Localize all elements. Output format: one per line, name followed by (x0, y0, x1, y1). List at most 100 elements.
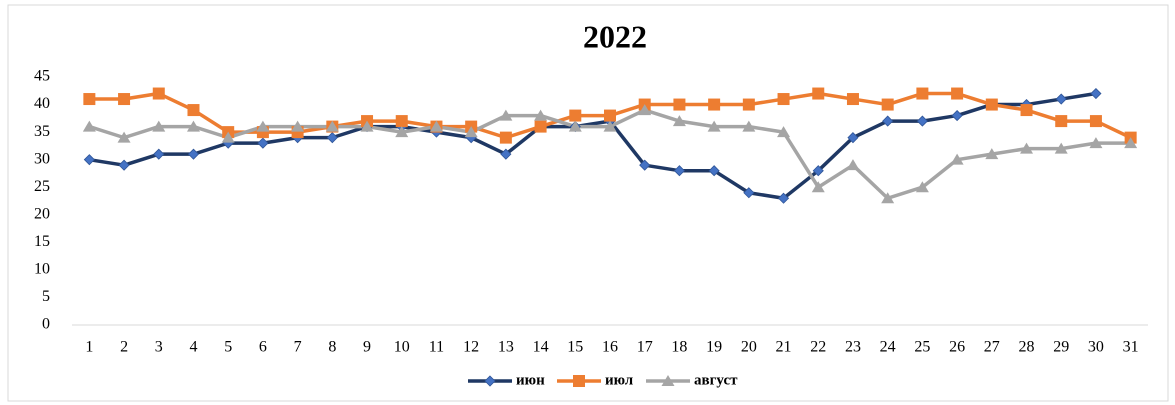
x-tick-label: 21 (776, 339, 792, 356)
x-tick-label: 27 (984, 339, 1000, 356)
marker (672, 115, 686, 127)
marker (812, 87, 825, 100)
x-tick-label: 12 (463, 339, 479, 356)
x-tick-label: 19 (706, 339, 722, 356)
marker (83, 154, 95, 166)
marker (152, 87, 165, 100)
marker (186, 120, 200, 132)
marker (777, 192, 790, 204)
marker (1055, 115, 1068, 128)
y-tick-label: 0 (42, 316, 50, 333)
marker (534, 120, 547, 133)
marker (429, 120, 443, 132)
marker (153, 148, 165, 160)
marker (742, 120, 756, 132)
legend-label: июн (516, 372, 545, 388)
marker (326, 132, 338, 144)
x-tick-label: 20 (741, 339, 757, 356)
marker (916, 115, 928, 127)
marker (395, 115, 408, 128)
x-tick-label: 6 (259, 339, 267, 356)
marker (499, 109, 513, 121)
marker (742, 98, 755, 111)
marker (117, 131, 131, 143)
marker (573, 375, 585, 387)
x-tick-label: 31 (1123, 339, 1139, 356)
marker (187, 148, 200, 160)
y-tick-label: 25 (34, 178, 50, 195)
marker (83, 93, 96, 106)
marker (291, 120, 305, 132)
x-tick-label: 18 (671, 339, 687, 356)
y-tick-label: 15 (34, 233, 50, 250)
chart-border (7, 4, 1169, 402)
x-tick-label: 24 (880, 339, 896, 356)
marker (1054, 142, 1068, 154)
y-tick-label: 5 (42, 288, 50, 305)
marker (1089, 115, 1102, 128)
marker (569, 109, 582, 122)
marker (951, 110, 963, 122)
marker (708, 165, 720, 177)
marker (534, 109, 548, 121)
marker (638, 104, 652, 116)
marker (916, 87, 929, 100)
x-tick-label: 1 (85, 339, 93, 356)
x-tick-label: 10 (394, 339, 410, 356)
marker (1089, 137, 1103, 149)
marker (846, 159, 860, 171)
marker (464, 126, 478, 138)
marker (882, 115, 894, 127)
x-tick-label: 28 (1019, 339, 1035, 356)
x-tick-label: 25 (914, 339, 930, 356)
y-tick-label: 20 (34, 205, 50, 222)
marker (811, 181, 825, 193)
marker (846, 93, 859, 106)
x-tick-label: 26 (949, 339, 965, 356)
marker (985, 148, 999, 160)
legend-label: июл (605, 372, 634, 388)
legend-label: август (694, 372, 738, 388)
marker (777, 93, 790, 106)
marker (484, 375, 496, 387)
marker (257, 137, 269, 149)
marker (568, 120, 582, 132)
y-tick-label: 45 (34, 68, 50, 85)
marker (118, 159, 130, 171)
x-tick-label: 4 (189, 339, 197, 356)
marker (152, 120, 166, 132)
marker (881, 192, 895, 204)
x-tick-label: 17 (637, 339, 653, 356)
x-tick-label: 13 (498, 339, 514, 356)
x-tick-label: 30 (1088, 339, 1104, 356)
marker (604, 109, 616, 122)
marker (1020, 104, 1033, 117)
marker (325, 120, 339, 132)
y-tick-label: 10 (34, 261, 50, 278)
marker (639, 159, 651, 171)
x-tick-label: 29 (1053, 339, 1069, 356)
marker (985, 98, 998, 111)
series-line (89, 91, 1097, 200)
marker (951, 87, 964, 100)
marker (603, 120, 617, 132)
marker (847, 132, 859, 144)
marker (812, 165, 824, 177)
chart-title: 2022 (583, 18, 647, 54)
marker (673, 165, 685, 177)
y-tick-label: 35 (34, 123, 50, 140)
x-tick-label: 5 (224, 339, 232, 356)
marker (500, 148, 512, 160)
x-tick-label: 14 (533, 339, 549, 356)
marker (499, 131, 512, 144)
marker (1055, 93, 1067, 105)
x-tick-label: 8 (328, 339, 336, 356)
marker (1020, 142, 1034, 154)
marker (915, 181, 929, 193)
marker (82, 120, 96, 132)
x-tick-label: 22 (810, 339, 826, 356)
x-tick-label: 16 (602, 339, 618, 356)
marker (118, 93, 131, 106)
x-tick-label: 2 (120, 339, 128, 356)
